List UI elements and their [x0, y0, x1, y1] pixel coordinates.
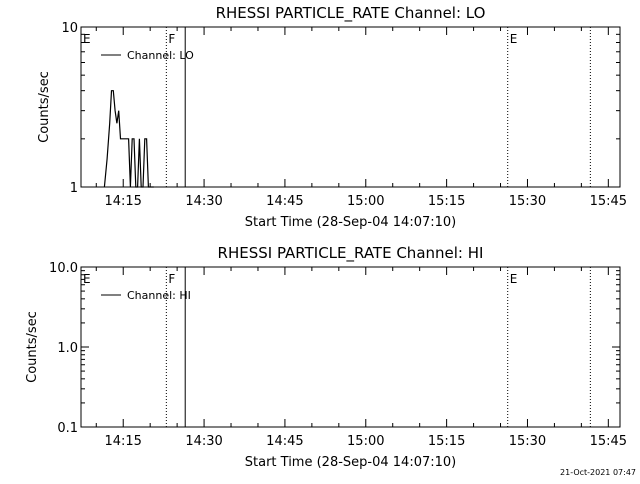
event-marker-label: E [83, 272, 91, 286]
hi-channel-panel: RHESSI PARTICLE_RATE Channel: HI 0.1 1.0 10… [25, 244, 627, 470]
x-tick-label: 14:30 [185, 434, 222, 449]
legend-entry: Channel: LO [127, 49, 194, 62]
x-tick-label: 15:00 [347, 194, 384, 209]
x-tick-label: 15:30 [509, 434, 546, 449]
event-marker-label: E [510, 32, 518, 46]
chart-title: RHESSI PARTICLE_RATE Channel: HI [218, 244, 484, 263]
plot-frame [80, 26, 621, 188]
x-tick-label: 14:45 [266, 194, 303, 209]
x-tick-label: 15:15 [428, 194, 465, 209]
event-marker-label: E [83, 32, 91, 46]
x-tick-label: 15:30 [509, 194, 546, 209]
y-tick-label: 1 [70, 181, 78, 196]
y-tick-label: 10.0 [49, 261, 78, 276]
series-line [103, 90, 154, 188]
event-marker-label: E [510, 272, 518, 286]
event-marker-label: F [168, 32, 175, 46]
chart-title: RHESSI PARTICLE_RATE Channel: LO [216, 4, 486, 23]
x-tick-label: 15:15 [428, 434, 465, 449]
legend: Channel: LO [101, 49, 194, 62]
x-axis-label: Start Time (28-Sep-04 14:07:10) [245, 215, 456, 230]
x-tick-label: 14:30 [185, 194, 222, 209]
x-tick-label: 15:45 [590, 194, 627, 209]
lo-channel-panel: RHESSI PARTICLE_RATE Channel: LO 1 10 14:15… [37, 4, 627, 230]
event-marker-label: F [168, 272, 175, 286]
x-axis-label: Start Time (28-Sep-04 14:07:10) [245, 455, 456, 470]
y-axis-label: Counts/sec [37, 71, 52, 143]
plot-timestamp: 21-Oct-2021 07:47 [560, 468, 636, 477]
x-tick-label: 15:45 [590, 434, 627, 449]
x-tick-label: 14:45 [266, 434, 303, 449]
y-tick-label: 0.1 [57, 421, 78, 436]
y-axis-label: Counts/sec [25, 311, 40, 383]
y-tick-label: 10 [61, 21, 78, 36]
legend-entry: Channel: HI [127, 289, 191, 302]
y-tick-label: 1.0 [57, 341, 78, 356]
x-tick-label: 14:15 [104, 434, 141, 449]
x-tick-label: 15:00 [347, 434, 384, 449]
x-tick-label: 14:15 [104, 194, 141, 209]
legend: Channel: HI [101, 289, 191, 302]
